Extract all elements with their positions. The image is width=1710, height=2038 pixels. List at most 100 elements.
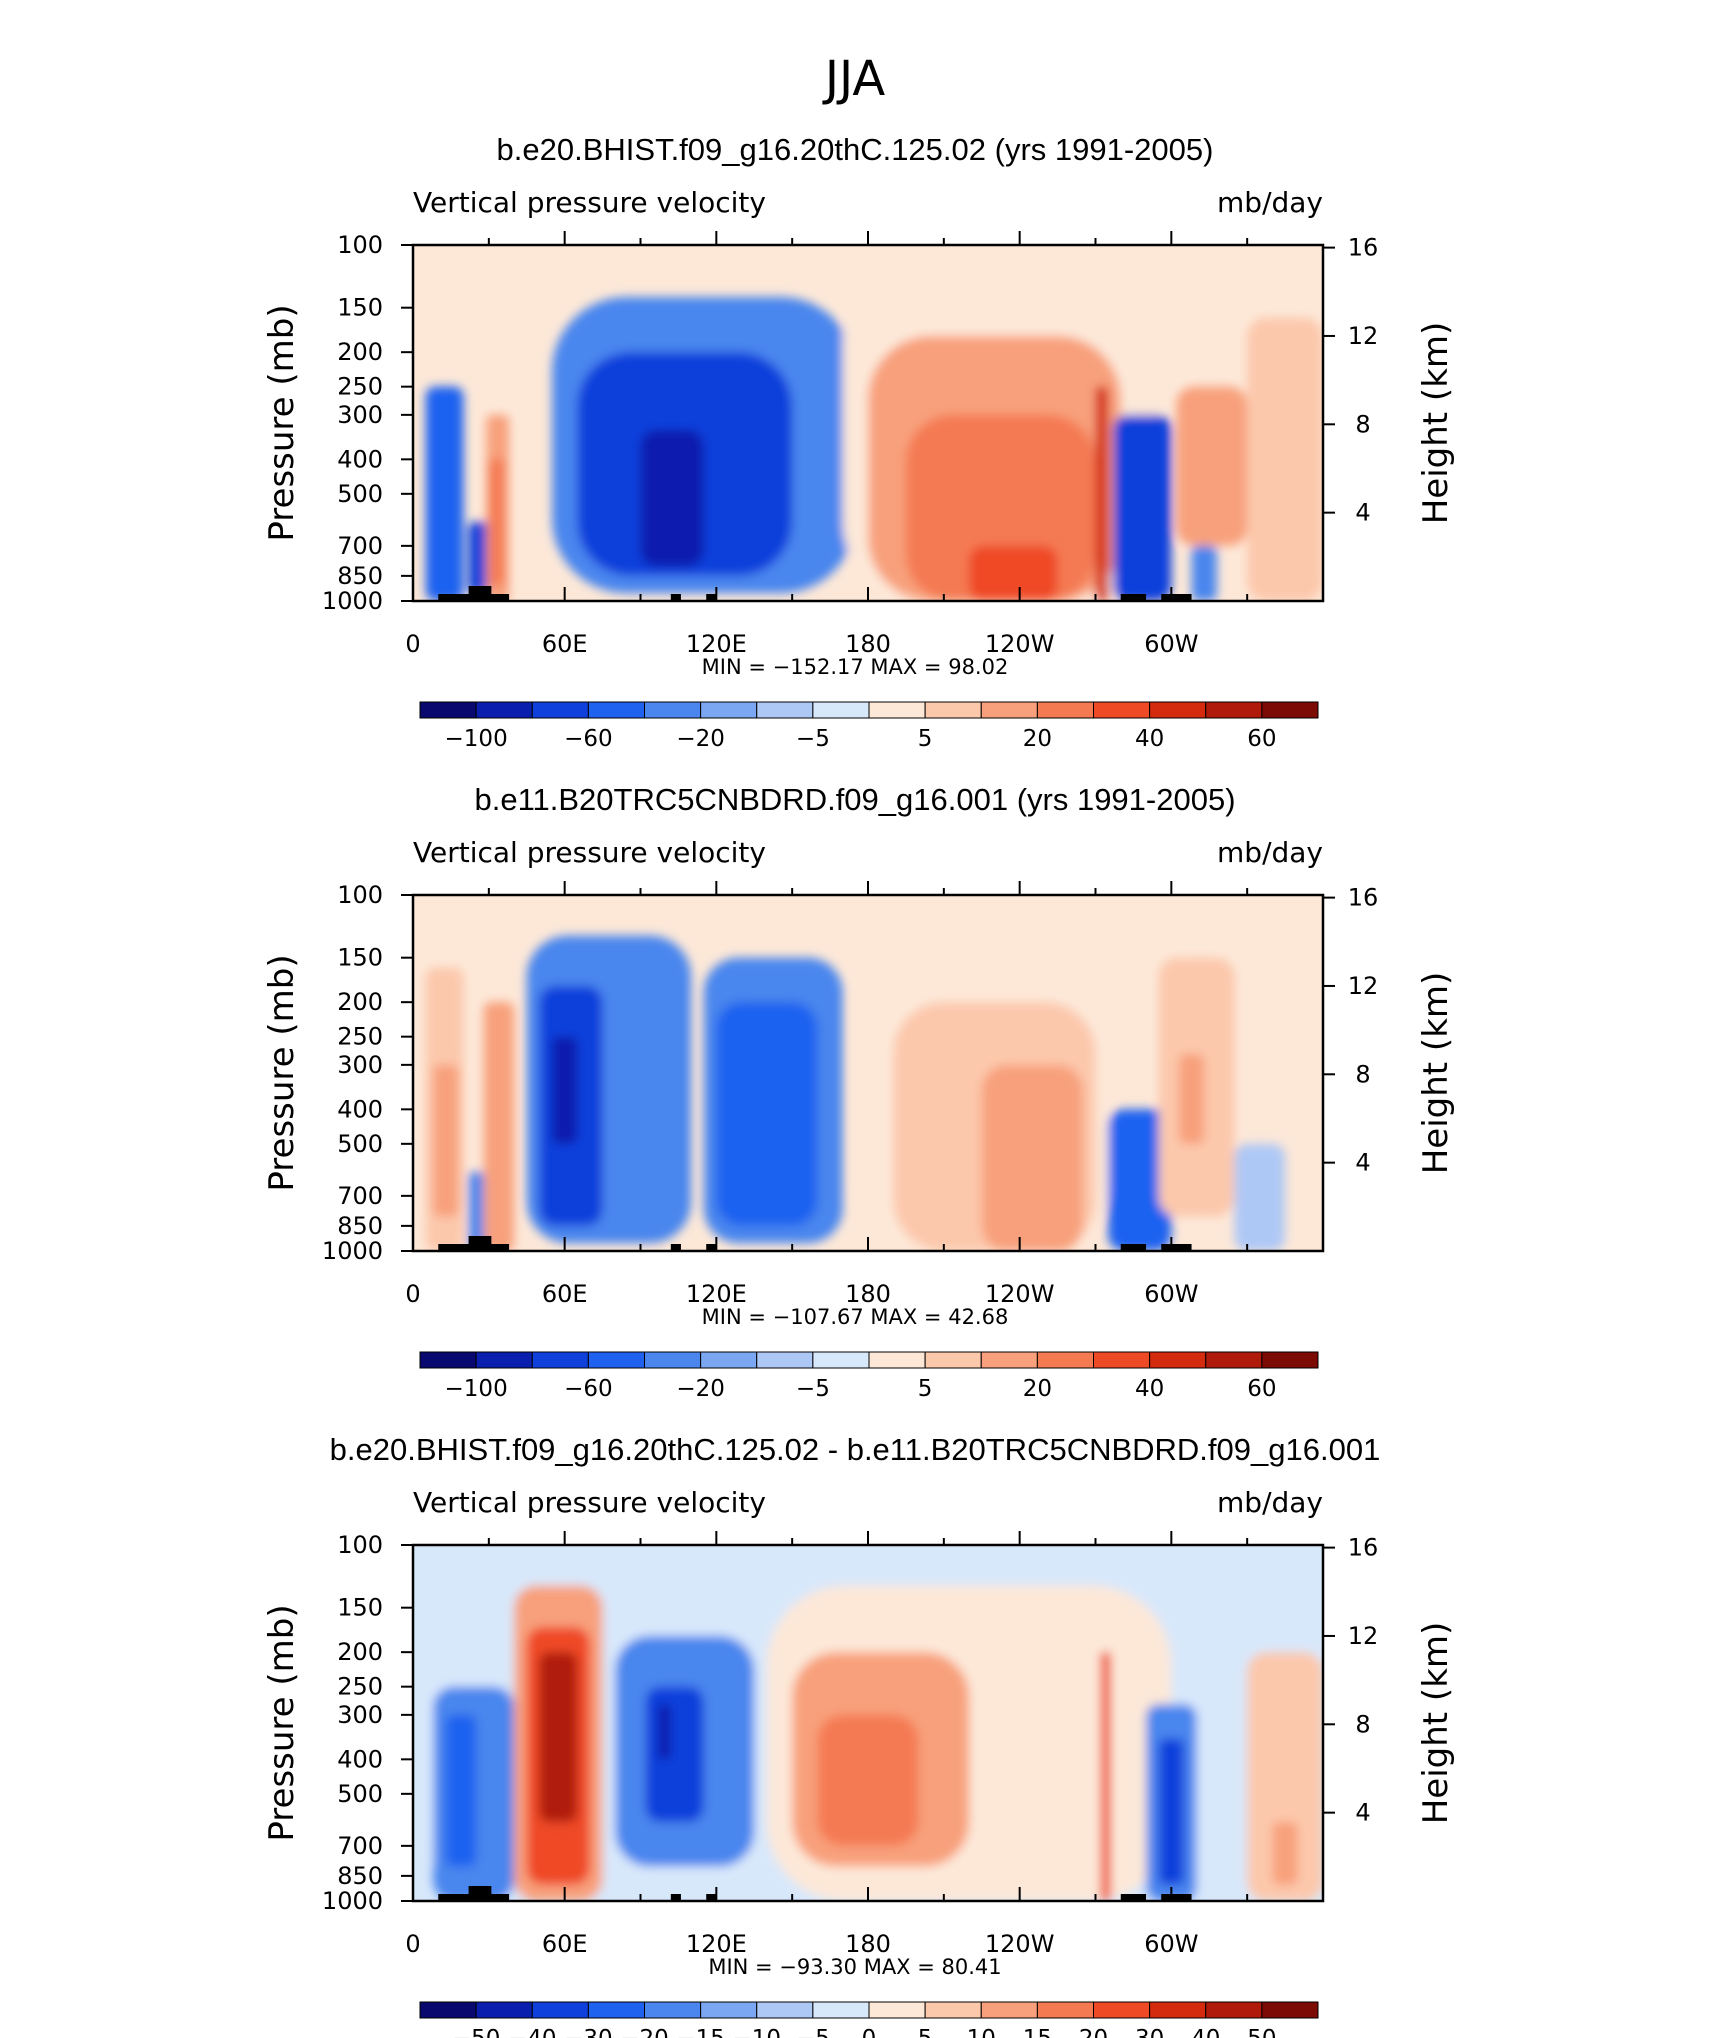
colorbar-label: 60 [1247,726,1276,752]
y-tick-label: 100 [337,1531,383,1559]
colorbar-box [756,2001,814,2019]
topography-mask [438,594,510,601]
topography-mask [468,586,492,595]
colorbar-box [644,1351,702,1369]
contour-zone [425,386,464,601]
colorbar-box [1036,701,1094,719]
x-tick-label: 180 [845,1930,891,1958]
contour-zone [433,1064,459,1217]
x-tick-label: 120E [686,1930,747,1958]
contour-zone [1095,386,1109,601]
y-tick-label: 200 [337,1638,383,1666]
min-max-stats: MIN = −152.17 MAX = 98.02 [702,655,1009,679]
min-max-stats: MIN = −93.30 MAX = 80.41 [708,1955,1001,1979]
colorbar-box [419,1351,477,1369]
field-label: Vertical pressure velocity [413,186,766,219]
min-max-stats: MIN = −107.67 MAX = 42.68 [702,1305,1009,1329]
topography-mask [1120,594,1147,601]
colorbar-box [1261,2001,1319,2019]
y-tick-label: 100 [337,881,383,909]
y-tick-label: 300 [337,1701,383,1729]
x-tick-label: 60E [542,630,588,658]
contour-zone [1247,317,1323,601]
colorbar: −50−40−30−20−15−10−505101520304050 [419,2001,1319,2038]
colorbar-label: 5 [918,2026,933,2038]
field-label: Vertical pressure velocity [413,1486,766,1519]
colorbar-box [868,2001,926,2019]
colorbar-box [1093,2001,1151,2019]
height-tick-label: 12 [1348,322,1379,350]
contour-zone [552,1036,578,1144]
height-tick-label: 12 [1348,1622,1379,1650]
field-label: Vertical pressure velocity [413,836,766,869]
topography-mask [706,1244,717,1251]
colorbar-label: −20 [620,2026,669,2038]
panel-title: b.e20.BHIST.f09_g16.20thC.125.02 (yrs 19… [497,132,1214,167]
y-tick-label: 200 [337,338,383,366]
contour-zone [1158,1738,1184,1885]
height-tick-label: 4 [1355,1799,1370,1827]
height-tick-label: 4 [1355,1149,1370,1177]
panel-1: b.e20.BHIST.f09_g16.20thC.125.02 (yrs 19… [262,132,1456,752]
colorbar-label: −60 [564,726,613,752]
height-tick-label: 12 [1348,972,1379,1000]
y-tick-label: 400 [337,1095,383,1123]
y-tick-label: 300 [337,401,383,429]
x-tick-label: 120E [686,1280,747,1308]
y-tick-label: 250 [337,1023,383,1051]
y-axis-label: Pressure (mb) [262,1604,302,1841]
colorbar-box [1205,2001,1263,2019]
colorbar-label: −50 [452,2026,501,2038]
colorbar-box [531,1351,589,1369]
colorbar-label: 5 [918,726,933,752]
contour-zone [483,1002,515,1251]
colorbar-label: 20 [1079,2026,1108,2038]
colorbar-box [868,701,926,719]
contour-zone [640,429,704,567]
x-tick-label: 180 [845,1280,891,1308]
contour-zone [716,1002,818,1226]
y-tick-label: 500 [337,480,383,508]
field-contours [413,1545,1323,1901]
colorbar-box [1149,701,1207,719]
contour-zone [1100,1652,1111,1901]
colorbar-label: 30 [1135,2026,1164,2038]
colorbar-label: −20 [676,1376,725,1402]
colorbar-box [756,701,814,719]
colorbar-box [980,2001,1038,2019]
colorbar-label: −60 [564,1376,613,1402]
y-tick-label: 100 [337,231,383,259]
height-tick-label: 16 [1348,884,1379,912]
x-tick-label: 60W [1144,630,1198,658]
y-tick-label: 150 [337,1594,383,1622]
contour-zone [1272,1822,1298,1885]
y-tick-label: 850 [337,1862,383,1890]
topography-mask [706,594,717,601]
y-tick-label: 150 [337,944,383,972]
colorbar-label: −100 [445,726,508,752]
colorbar-box [1205,701,1263,719]
y-tick-label: 250 [337,1673,383,1701]
contour-zone [1247,1652,1323,1901]
colorbar-box [868,1351,926,1369]
colorbar-box [475,1351,533,1369]
colorbar-label: −10 [732,2026,781,2038]
colorbar-box [756,1351,814,1369]
colorbar-box [1036,2001,1094,2019]
y-tick-label: 200 [337,988,383,1016]
colorbar-box [924,2001,982,2019]
colorbar-label: 15 [1023,2026,1052,2038]
contour-zone [1178,1054,1205,1144]
topography-mask [670,594,681,601]
colorbar-box [1149,1351,1207,1369]
colorbar-box [812,701,870,719]
colorbar-box [531,2001,589,2019]
colorbar-label: −5 [796,726,830,752]
y-axis-label-right: Height (km) [1416,972,1456,1175]
colorbar-label: 20 [1023,1376,1052,1402]
colorbar: −100 −60 −20 −5 5 20 40 60 [419,1351,1319,1402]
y-tick-label: 850 [337,1212,383,1240]
colorbar-label: −40 [508,2026,557,2038]
colorbar-box [1261,701,1319,719]
